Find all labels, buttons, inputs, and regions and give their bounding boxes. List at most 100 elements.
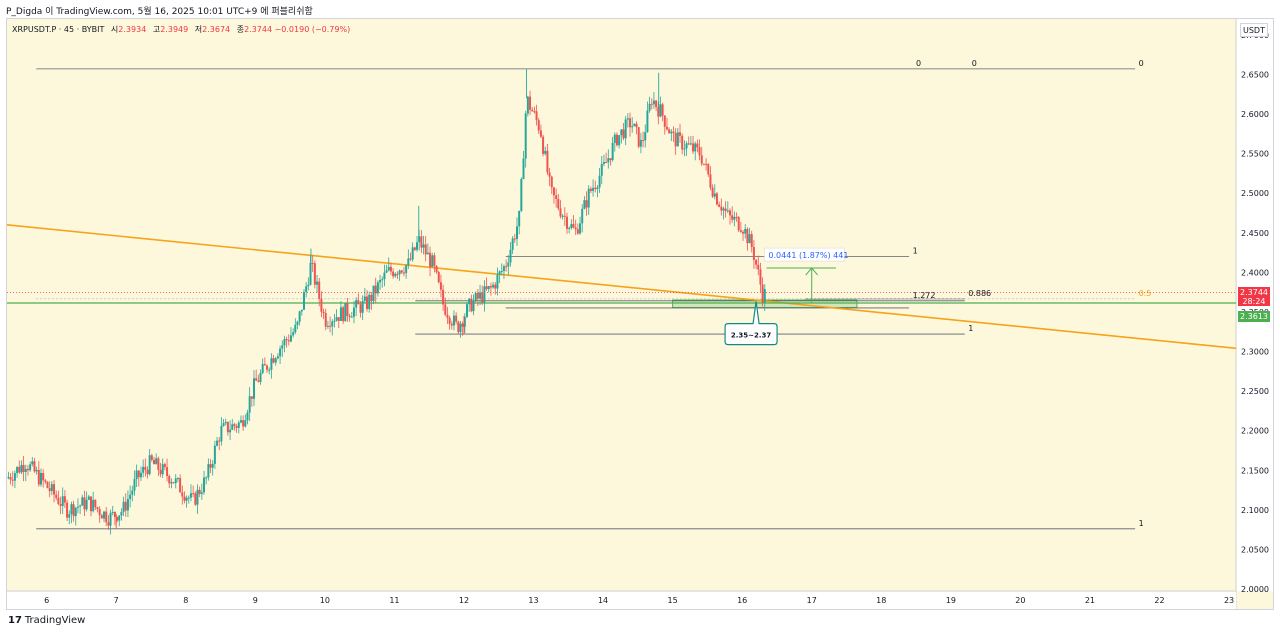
candle-body <box>183 496 186 501</box>
candle-body <box>70 504 73 515</box>
candle-body <box>237 422 240 428</box>
candle-body <box>126 498 129 511</box>
fib-level-label: 0 <box>916 59 921 68</box>
candle-body <box>137 470 140 478</box>
ohlc-open-label: 시 <box>110 25 119 34</box>
candle-body <box>159 469 162 475</box>
candle-body <box>635 123 638 128</box>
candle-body <box>498 271 501 275</box>
candle-body <box>339 307 342 321</box>
candle-body <box>181 492 184 497</box>
candle-body <box>576 229 579 234</box>
candle-body <box>296 321 299 325</box>
descending-trendline <box>6 224 1237 350</box>
candle-body <box>679 132 682 136</box>
candle-body <box>750 234 753 247</box>
candle-body <box>81 497 84 506</box>
candle-body <box>461 323 464 327</box>
candle-body <box>748 234 751 244</box>
candle-body <box>602 162 605 165</box>
candle-body <box>266 365 269 370</box>
candle-body <box>366 296 369 309</box>
x-tick-label: 16 <box>737 596 747 605</box>
candle-body <box>729 210 732 216</box>
candle-body <box>563 215 566 217</box>
y-tick-label: 2.4500 <box>1241 229 1269 238</box>
candle-body <box>522 158 525 179</box>
candle-body <box>459 323 462 333</box>
candle-body <box>529 96 532 110</box>
candle-body <box>500 271 503 273</box>
candle-body <box>100 515 103 519</box>
candle-body <box>259 372 262 382</box>
candle-body <box>759 269 762 285</box>
candle-body <box>305 286 308 293</box>
candle-body <box>263 364 266 366</box>
candle-body <box>511 238 514 250</box>
x-tick-label: 6 <box>44 596 49 605</box>
candle-body <box>457 321 460 333</box>
candle-body <box>670 131 673 134</box>
candle-body <box>470 298 473 312</box>
x-tick-label: 10 <box>320 596 330 605</box>
candle-body <box>631 126 634 128</box>
candle-body <box>68 514 71 518</box>
candle-body <box>557 198 560 209</box>
candle-body <box>318 281 321 299</box>
candle-body <box>320 298 323 312</box>
candle-body <box>170 482 173 484</box>
candle-body <box>281 345 284 349</box>
ohlc-low-label: 저 <box>194 25 203 34</box>
fib-level-label: 1 <box>913 247 918 256</box>
candle-body <box>213 445 216 464</box>
candle-body <box>196 489 199 505</box>
y-tick-label: 2.0000 <box>1241 585 1269 594</box>
candle-body <box>63 496 66 503</box>
candle-body <box>492 284 495 288</box>
candle-body <box>83 497 86 510</box>
candle-body <box>661 104 664 116</box>
candle-body <box>629 118 632 128</box>
candle-body <box>581 208 584 224</box>
candle-body <box>642 139 645 141</box>
candle-body <box>615 134 618 146</box>
candle-body <box>372 285 375 302</box>
currency-badge[interactable]: USDT <box>1240 23 1268 37</box>
support-price-tag: 2.3613 <box>1238 310 1270 322</box>
candle-body <box>257 380 260 382</box>
x-tick-label: 12 <box>459 596 469 605</box>
candle-body <box>235 426 238 428</box>
x-tick-label: 19 <box>946 596 956 605</box>
candle-body <box>313 263 316 285</box>
candle-body <box>479 292 482 299</box>
candle-body <box>192 493 195 495</box>
candle-body <box>520 178 523 211</box>
candle-body <box>444 304 447 315</box>
candle-body <box>35 469 38 472</box>
candle-body <box>87 496 90 500</box>
candle-body <box>533 111 536 113</box>
candle-body <box>116 516 119 521</box>
fib-level-label: 0 <box>1139 59 1144 68</box>
candle-body <box>665 126 668 130</box>
candle-body <box>374 285 377 294</box>
candle-body <box>405 265 408 274</box>
candle-body <box>133 479 136 491</box>
candle-body <box>411 247 414 260</box>
candle-body <box>705 163 708 165</box>
ohlc-high-label: 고 <box>152 25 161 34</box>
candle-body <box>44 480 47 482</box>
candle-body <box>424 244 427 255</box>
candle-body <box>346 303 349 317</box>
candle-body <box>742 231 745 234</box>
symbol-name[interactable]: XRPUSDT.P · 45 · BYBIT <box>12 25 105 34</box>
candle-body <box>189 493 192 498</box>
candle-body <box>207 464 210 478</box>
candle-body <box>709 174 712 188</box>
candle-body <box>381 279 384 281</box>
candle-body <box>61 496 64 506</box>
candle-body <box>326 325 329 327</box>
candle-body <box>544 150 547 154</box>
candle-body <box>255 378 258 381</box>
